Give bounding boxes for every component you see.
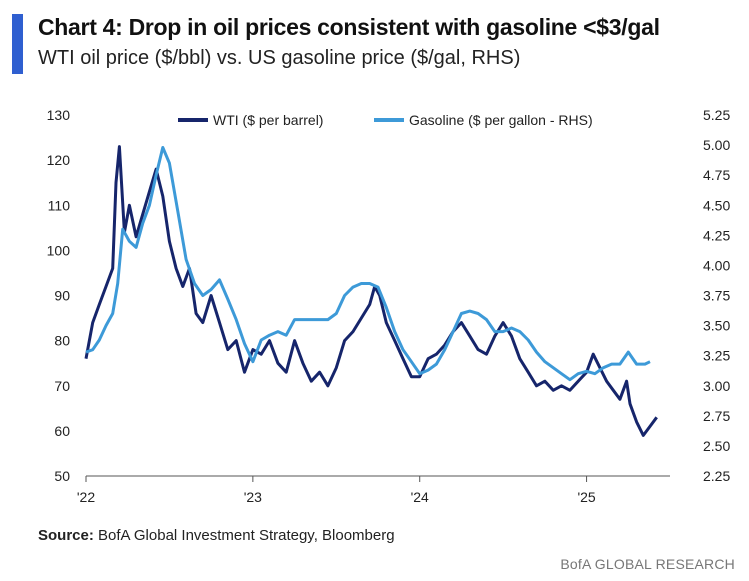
chart-title: Chart 4: Drop in oil prices consistent w… — [38, 14, 660, 40]
series-gasoline-line — [85, 146, 651, 382]
source-label: Source: — [38, 527, 94, 544]
y-tick-right-label: 2.50 — [703, 438, 730, 454]
y-tick-right-label: 3.00 — [703, 378, 730, 394]
y-tick-left-label: 100 — [47, 242, 71, 258]
y-tick-left-label: 120 — [47, 152, 71, 168]
y-tick-right-label: 4.00 — [703, 257, 730, 273]
source-note: Source: BofA Global Investment Strategy,… — [38, 527, 395, 544]
legend-gasoline-label: Gasoline ($ per gallon - RHS) — [409, 112, 593, 128]
legend-wti-label: WTI ($ per barrel) — [213, 112, 323, 128]
y-tick-right-label: 3.25 — [703, 348, 730, 364]
y-tick-left-label: 80 — [54, 333, 70, 349]
x-tick-label: '25 — [577, 489, 595, 505]
y-tick-left-label: 70 — [54, 378, 70, 394]
y-tick-right-label: 4.75 — [703, 167, 730, 183]
y-tick-right-label: 3.75 — [703, 288, 730, 304]
y-tick-right-label: 2.25 — [703, 468, 730, 484]
y-tick-left-label: 110 — [48, 197, 71, 213]
line-chart: 50 60 70 80 90 100 110 120 130 2.25 2.50 2.75 3.00 3… — [47, 107, 731, 505]
y-tick-right-label: 5.25 — [703, 107, 730, 123]
y-tick-right-label: 2.75 — [703, 408, 730, 424]
y-tick-right-label: 4.25 — [703, 227, 730, 243]
y-tick-left-label: 60 — [54, 423, 70, 439]
y-tick-right-label: 3.50 — [703, 318, 730, 334]
y-tick-right-label: 5.00 — [703, 137, 730, 153]
series-wti-line — [84, 145, 658, 437]
y-tick-left-label: 90 — [54, 288, 70, 304]
y-tick-left-label: 50 — [54, 468, 70, 484]
title-accent-bar — [12, 14, 23, 74]
y-tick-right-label: 4.50 — [703, 197, 730, 213]
y-tick-left-label: 130 — [47, 107, 71, 123]
y-axis-right: 2.25 2.50 2.75 3.00 3.25 3.50 3.75 4.00 4.25 4.50… — [703, 107, 730, 484]
legend: WTI ($ per barrel) Gasoline ($ per gallo… — [178, 112, 593, 128]
x-tick-label: '23 — [244, 489, 262, 505]
x-tick-label: '24 — [411, 489, 429, 505]
x-axis: '22 '23 '24 '25 — [77, 476, 596, 505]
y-axis-left: 50 60 70 80 90 100 110 120 130 — [47, 107, 71, 484]
x-tick-label: '22 — [77, 489, 95, 505]
chart-subtitle: WTI oil price ($/bbl) vs. US gasoline pr… — [38, 47, 521, 69]
source-text: BofA Global Investment Strategy, Bloombe… — [93, 527, 395, 544]
brand-watermark: BofA GLOBAL RESEARCH — [560, 556, 735, 572]
